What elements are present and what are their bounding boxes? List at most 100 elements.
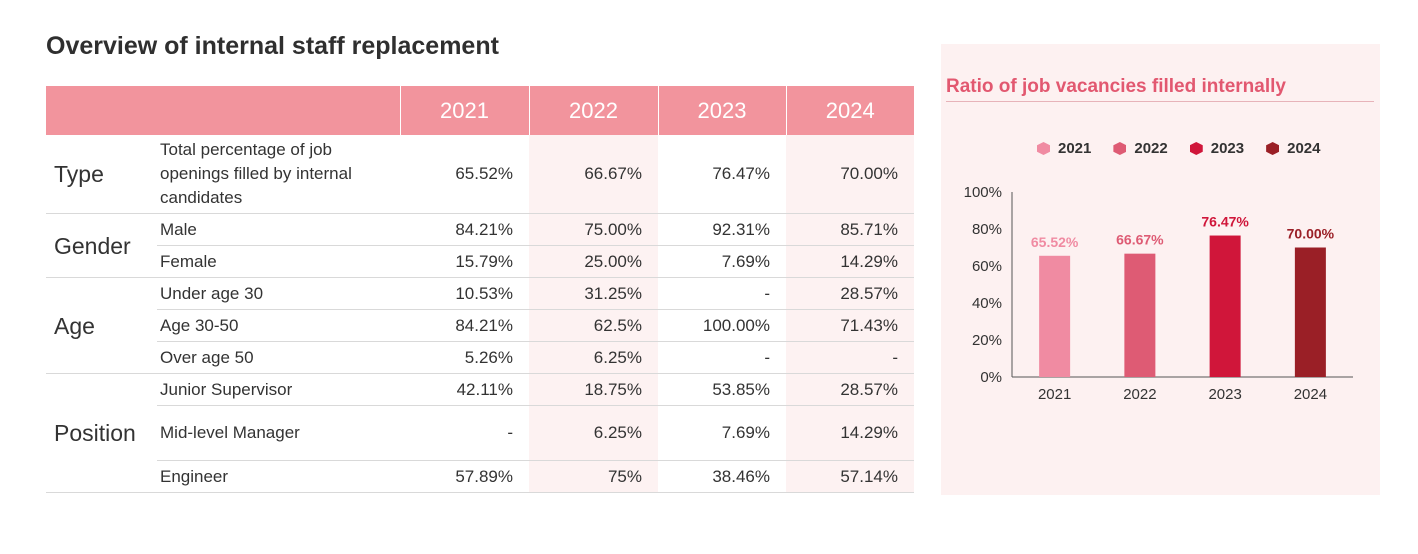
y-tick-label: 0%	[980, 369, 1002, 386]
value-cell: 70.00%	[786, 135, 914, 214]
row-label: Total percentage of job openings filled …	[157, 135, 400, 214]
value-cell: 6.25%	[529, 405, 658, 461]
value-cell: 25.00%	[529, 245, 658, 278]
legend-item: 2024	[1266, 140, 1321, 157]
value-cell: 75.00%	[529, 213, 658, 246]
chart-title-divider	[946, 101, 1374, 102]
legend-label: 2021	[1058, 140, 1092, 157]
category-cell: Type	[46, 135, 157, 214]
x-tick-label: 2023	[1208, 386, 1241, 403]
bar	[1294, 247, 1326, 377]
value-cell: -	[658, 277, 786, 310]
chart-legend: 2021 2022 2023 2024	[1037, 140, 1321, 157]
row-label: Engineer	[157, 460, 400, 493]
value-cell: 100.00%	[658, 309, 786, 342]
value-cell: 71.43%	[786, 309, 914, 342]
row-label: Junior Supervisor	[157, 373, 400, 406]
y-tick-label: 80%	[972, 221, 1002, 238]
value-cell: 14.29%	[786, 405, 914, 461]
value-cell: -	[400, 405, 529, 461]
legend-item: 2021	[1037, 140, 1091, 157]
y-tick-label: 100%	[964, 184, 1002, 201]
y-tick-label: 20%	[972, 332, 1002, 349]
table-row: Type Total percentage of job openings fil…	[46, 135, 914, 214]
value-cell: 28.57%	[786, 277, 914, 310]
category-cell: Gender	[46, 213, 157, 278]
value-cell: 85.71%	[786, 213, 914, 246]
value-cell: 7.69%	[658, 245, 786, 278]
legend-swatch	[1266, 142, 1280, 155]
category-cell: Position	[46, 373, 157, 493]
x-tick-label: 2022	[1123, 386, 1156, 403]
row-label: Female	[157, 245, 400, 278]
legend-label: 2024	[1287, 140, 1321, 157]
data-label: 65.52%	[1031, 234, 1079, 250]
value-cell: 7.69%	[658, 405, 786, 461]
year-header: 2023	[657, 86, 786, 135]
row-label: Under age 30	[157, 277, 400, 310]
data-label: 76.47%	[1201, 214, 1249, 230]
legend-label: 2022	[1134, 140, 1168, 157]
chart-panel: Ratio of job vacancies filled internally…	[941, 44, 1380, 495]
table-row: Female 15.79% 25.00% 7.69% 14.29%	[46, 245, 914, 278]
value-cell: 18.75%	[529, 373, 658, 406]
value-cell: 42.11%	[400, 373, 529, 406]
value-cell: 65.52%	[400, 135, 529, 214]
value-cell: 76.47%	[658, 135, 786, 214]
year-header: 2022	[528, 86, 658, 135]
value-cell: -	[658, 341, 786, 374]
value-cell: 10.53%	[400, 277, 529, 310]
value-cell: 15.79%	[400, 245, 529, 278]
legend-swatch	[1113, 142, 1127, 155]
header-blank-cell	[46, 86, 400, 135]
table-row: Mid-level Manager -6.25% 7.69% 14.29%	[46, 405, 914, 461]
value-cell: 57.89%	[400, 460, 529, 493]
x-tick-label: 2021	[1038, 386, 1071, 403]
value-cell: 62.5%	[529, 309, 658, 342]
value-cell: 5.26%	[400, 341, 529, 374]
value-cell: 28.57%	[786, 373, 914, 406]
table-row: Gender Male 84.21% 75.00% 92.31% 85.71%	[46, 213, 914, 278]
data-label: 70.00%	[1287, 226, 1335, 242]
value-cell: 84.21%	[400, 309, 529, 342]
table-row: Age Under age 30 10.53% 31.25% -28.57%	[46, 277, 914, 374]
data-label: 66.67%	[1116, 232, 1164, 248]
row-label: Over age 50	[157, 341, 400, 374]
row-label: Male	[157, 213, 400, 246]
value-cell: 57.14%	[786, 460, 914, 493]
legend-label: 2023	[1210, 140, 1245, 157]
bar	[1209, 235, 1241, 377]
row-label: Mid-level Manager	[157, 405, 400, 461]
value-cell: 53.85%	[658, 373, 786, 406]
value-cell: 66.67%	[529, 135, 658, 214]
page-title: Overview of internal staff replacement	[46, 32, 499, 60]
value-cell: 92.31%	[658, 213, 786, 246]
value-cell: -	[786, 341, 914, 374]
legend-swatch	[1037, 142, 1050, 155]
table-row: Age 30-50 84.21% 62.5% 100.00% 71.43%	[46, 309, 914, 342]
y-tick-label: 40%	[972, 295, 1002, 312]
year-header: 2024	[785, 86, 914, 135]
chart-title: Ratio of job vacancies filled internally	[946, 76, 1286, 97]
category-cell: Age	[46, 277, 157, 374]
value-cell: 31.25%	[529, 277, 658, 310]
table-header-row: 2021 2022 2023 2024	[46, 86, 914, 135]
table-row: Engineer 57.89% 75% 38.46% 57.14%	[46, 460, 914, 493]
value-cell: 14.29%	[786, 245, 914, 278]
value-cell: 75%	[529, 460, 658, 493]
bar	[1124, 253, 1156, 377]
row-label: Age 30-50	[157, 309, 400, 342]
x-tick-label: 2024	[1294, 386, 1327, 403]
table-row: Over age 50 5.26% 6.25% - -	[46, 341, 914, 374]
y-tick-label: 60%	[972, 258, 1002, 275]
legend-swatch	[1189, 142, 1203, 155]
year-header: 2021	[399, 86, 529, 135]
bar	[1039, 255, 1071, 377]
value-cell: 6.25%	[529, 341, 658, 374]
value-cell: 38.46%	[658, 460, 786, 493]
legend-item: 2023	[1189, 140, 1245, 157]
staff-replacement-table: 2021 2022 2023 2024 Type Total percentage…	[46, 86, 914, 493]
value-cell: 84.21%	[400, 213, 529, 246]
legend-item: 2022	[1113, 140, 1168, 157]
bar-chart: 0% 20% 40% 60% 80% 100% 65.52% 2021 66.67% 2022 76…	[964, 184, 1353, 403]
